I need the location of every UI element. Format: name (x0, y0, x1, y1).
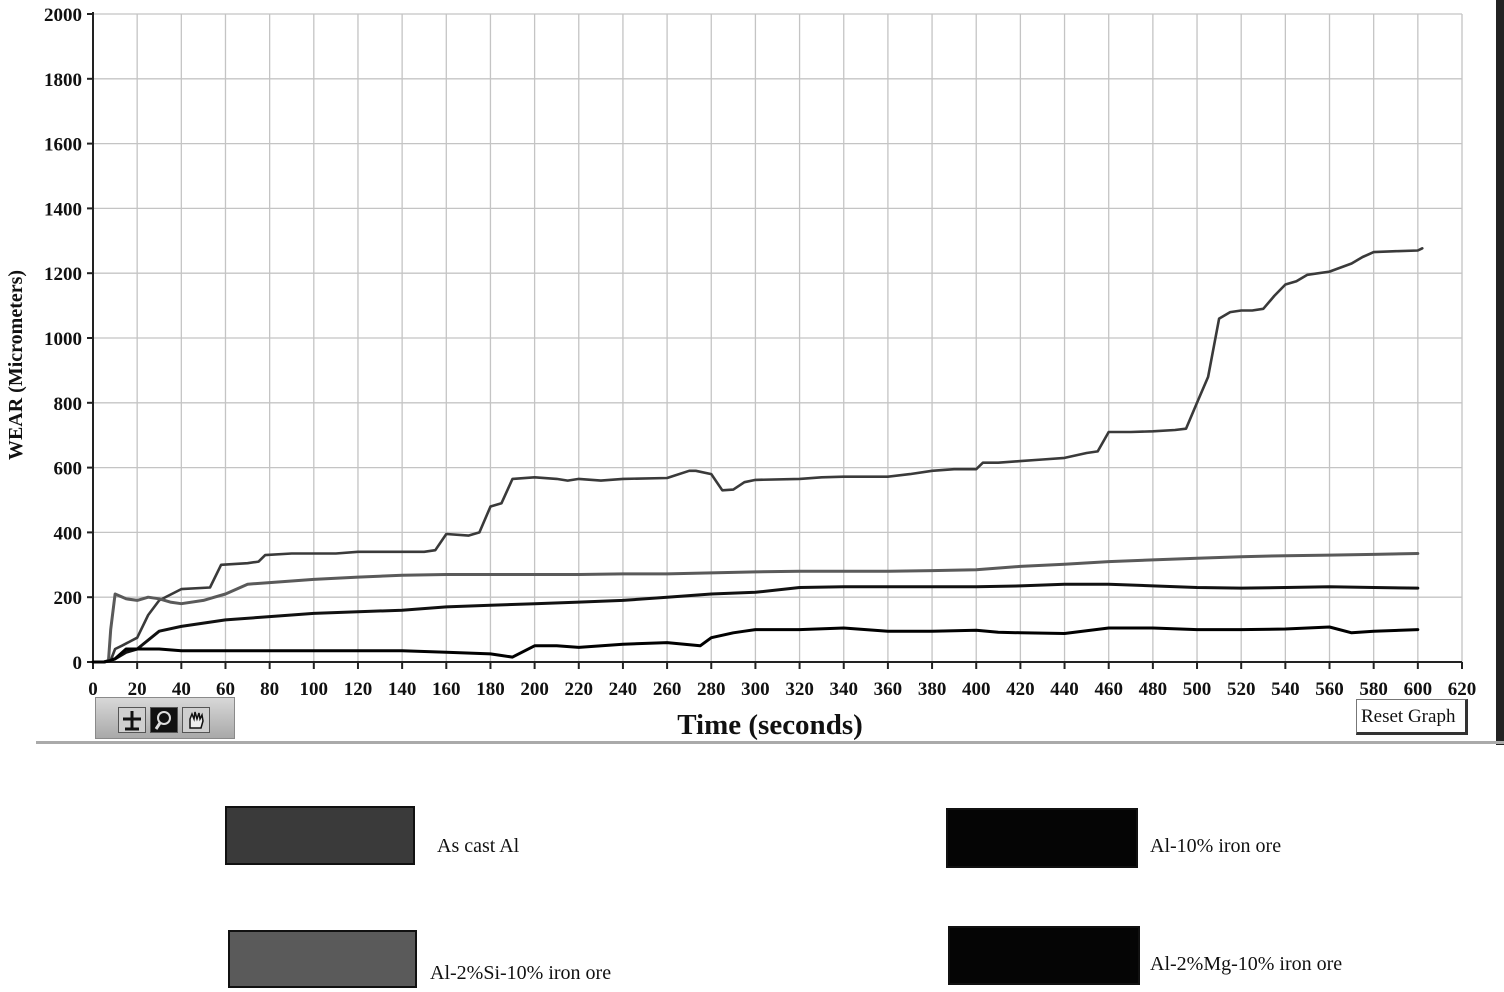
y-tick-label: 1800 (44, 70, 82, 91)
x-tick-label: 120 (344, 679, 373, 700)
legend-label: Al-10% iron ore (1150, 835, 1282, 857)
x-tick-label: 80 (260, 679, 279, 700)
graph-palette (95, 697, 235, 739)
x-tick-label: 360 (874, 679, 903, 700)
x-tick-label: 240 (609, 679, 638, 700)
y-tick-label: 200 (54, 588, 83, 609)
series-line-3 (91, 625, 1420, 664)
zoom-tool-button[interactable] (150, 707, 178, 733)
x-tick-label: 180 (476, 679, 505, 700)
x-tick-label: 100 (300, 679, 329, 700)
y-tick-label: 600 (54, 459, 83, 480)
x-tick-label: 300 (741, 679, 770, 700)
x-tick-label: 380 (918, 679, 947, 700)
legend-swatch (946, 808, 1138, 868)
y-tick-label: 2000 (44, 5, 82, 26)
y-tick-label: 400 (54, 523, 83, 544)
crosshair-icon (123, 711, 141, 731)
x-tick-label: 340 (829, 679, 858, 700)
zoom-icon (154, 711, 171, 730)
y-tick-label: 1400 (44, 199, 82, 220)
x-tick-label: 620 (1448, 679, 1477, 700)
y-tick-label: 0 (73, 653, 83, 674)
x-tick-label: 20 (128, 679, 147, 700)
legend-label: Al-2%Si-10% iron ore (430, 962, 612, 984)
y-tick-labels: 0 200 400 600 800 1000 1200 1400 1600 1800 2000 (44, 5, 82, 674)
x-tick-label: 580 (1359, 679, 1388, 700)
x-tick-label: 600 (1404, 679, 1433, 700)
y-tick-label: 1600 (44, 135, 82, 156)
x-tick-label: 200 (520, 679, 549, 700)
x-tick-label: 140 (388, 679, 417, 700)
x-tick-labels: 0 20 40 60 80 100 120 140 160 180 200 220 240 260 280 3… (88, 679, 1476, 700)
x-tick-label: 320 (785, 679, 814, 700)
x-tick-label: 60 (216, 679, 235, 700)
reset-graph-button[interactable]: Reset Graph (1356, 699, 1468, 735)
x-tick-label: 480 (1139, 679, 1168, 700)
x-tick-label: 520 (1227, 679, 1256, 700)
legend-label: Al-2%Mg-10% iron ore (1150, 953, 1343, 975)
series-lines (91, 247, 1424, 664)
graph-bottom-border (36, 741, 1504, 744)
pan-tool-button[interactable] (182, 707, 210, 733)
x-tick-label: 560 (1315, 679, 1344, 700)
x-tick-label: 160 (432, 679, 461, 700)
x-tick-label: 40 (172, 679, 191, 700)
y-axis-title: WEAR (Micrometers) (5, 270, 27, 460)
x-tick-label: 0 (88, 679, 98, 700)
legend-swatch (948, 926, 1140, 985)
y-tick-label: 1000 (44, 329, 82, 350)
x-tick-label: 500 (1183, 679, 1212, 700)
crosshair-tool-button[interactable] (118, 707, 146, 733)
x-tick-label: 400 (962, 679, 991, 700)
window-edge (1496, 0, 1504, 745)
series-line-2 (91, 552, 1420, 664)
x-tick-label: 460 (1094, 679, 1123, 700)
y-tick-label: 1200 (44, 264, 82, 285)
series-line-1 (91, 582, 1420, 664)
x-tick-label: 220 (565, 679, 594, 700)
x-axis-title: Time (seconds) (677, 709, 863, 741)
series-line-0 (91, 247, 1424, 664)
x-tick-label: 440 (1050, 679, 1079, 700)
y-tick-label: 800 (54, 394, 83, 415)
x-tick-label: 540 (1271, 679, 1300, 700)
grid (93, 13, 1463, 662)
legend-swatch (225, 806, 415, 865)
x-tick-label: 280 (697, 679, 726, 700)
x-tick-label: 420 (1006, 679, 1035, 700)
legend-swatch (228, 930, 417, 988)
legend-label: As cast Al (437, 835, 520, 857)
x-tick-label: 260 (653, 679, 682, 700)
pan-hand-icon (189, 711, 204, 729)
